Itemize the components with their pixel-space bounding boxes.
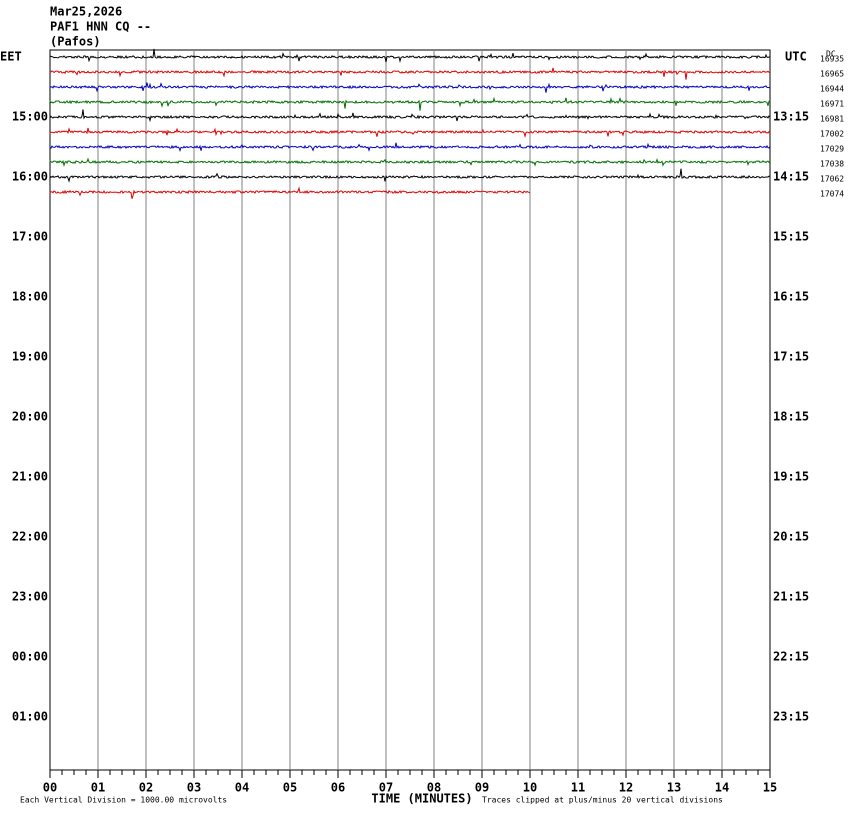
x-tick-label: 13 <box>667 781 681 795</box>
left-hour-label: 15:00 <box>12 110 48 124</box>
left-hour-label: 23:00 <box>12 590 48 604</box>
trace <box>49 82 771 93</box>
right-hour-label: 13:15 <box>773 110 809 124</box>
left-title: EET <box>0 50 22 64</box>
x-tick-label: 05 <box>283 781 297 795</box>
right-hour-label: 19:15 <box>773 470 809 484</box>
right-hour-label: 23:15 <box>773 710 809 724</box>
x-tick-label: 03 <box>187 781 201 795</box>
trace <box>49 127 771 139</box>
x-tick-label: 04 <box>235 781 249 795</box>
trace <box>49 67 771 80</box>
right-hour-label: 14:15 <box>773 170 809 184</box>
right-hour-label: 16:15 <box>773 290 809 304</box>
left-hour-label: 01:00 <box>12 710 48 724</box>
trace <box>49 168 771 183</box>
right-hour-label: 17:15 <box>773 350 809 364</box>
trace-count: 16965 <box>820 70 844 79</box>
right-title: UTC <box>785 50 807 64</box>
trace <box>49 186 531 199</box>
x-tick-label: 06 <box>331 781 345 795</box>
trace-count: 16971 <box>820 100 844 109</box>
x-tick-label: 12 <box>619 781 633 795</box>
right-hour-label: 21:15 <box>773 590 809 604</box>
right-hour-label: 15:15 <box>773 230 809 244</box>
left-hour-label: 17:00 <box>12 230 48 244</box>
trace <box>49 109 771 123</box>
trace <box>49 157 771 167</box>
trace <box>49 142 771 153</box>
left-hour-label: 18:00 <box>12 290 48 304</box>
left-hour-label: 20:00 <box>12 410 48 424</box>
trace-count: 16935 <box>820 55 844 64</box>
x-axis-title: TIME (MINUTES) <box>371 792 472 806</box>
trace-count: 17038 <box>820 160 844 169</box>
corner-note: DC <box>826 50 836 59</box>
trace-count: 17029 <box>820 145 844 154</box>
right-hour-label: 22:15 <box>773 650 809 664</box>
x-tick-label: 15 <box>763 781 777 795</box>
trace-count: 17062 <box>820 175 844 184</box>
left-hour-label: 19:00 <box>12 350 48 364</box>
place: (Pafos) <box>50 35 101 49</box>
trace-count: 16981 <box>820 115 844 124</box>
x-tick-label: 09 <box>475 781 489 795</box>
clip-note: Traces clipped at plus/minus 20 vertical… <box>482 796 723 805</box>
date: Mar25,2026 <box>50 5 122 19</box>
x-tick-label: 08 <box>427 781 441 795</box>
scale-note: Each Vertical Division = 1000.00 microvo… <box>20 796 227 805</box>
station: PAF1 HNN CQ -- <box>50 20 151 34</box>
x-tick-label: 00 <box>43 781 57 795</box>
x-tick-label: 10 <box>523 781 537 795</box>
x-tick-label: 02 <box>139 781 153 795</box>
left-hour-label: 00:00 <box>12 650 48 664</box>
left-hour-label: 22:00 <box>12 530 48 544</box>
right-hour-label: 18:15 <box>773 410 809 424</box>
x-tick-label: 11 <box>571 781 585 795</box>
left-hour-label: 21:00 <box>12 470 48 484</box>
trace <box>49 48 771 64</box>
trace-count: 17074 <box>820 190 844 199</box>
trace <box>49 96 771 111</box>
left-hour-label: 16:00 <box>12 170 48 184</box>
right-hour-label: 20:15 <box>773 530 809 544</box>
trace-count: 16944 <box>820 85 844 94</box>
x-tick-label: 07 <box>379 781 393 795</box>
plot-frame <box>49 49 771 771</box>
trace-count: 17002 <box>820 130 844 139</box>
x-tick-label: 14 <box>715 781 729 795</box>
x-tick-label: 01 <box>91 781 105 795</box>
